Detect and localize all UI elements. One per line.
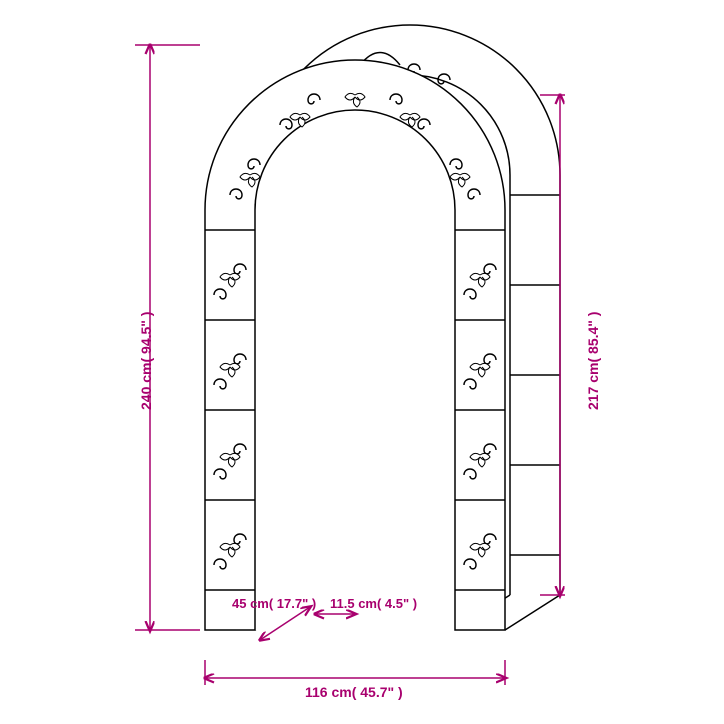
diagram-canvas: 240 cm( 94.5" ) 217 cm( 85.4" ) 116 cm( …: [0, 0, 724, 724]
dim-width-total: 116 cm( 45.7" ): [305, 684, 403, 700]
dim-height-total: 240 cm( 94.5" ): [138, 312, 154, 410]
dim-depth: 45 cm( 17.7" ): [232, 596, 316, 611]
dim-gap: 11.5 cm( 4.5" ): [330, 596, 417, 611]
dim-height-inner: 217 cm( 85.4" ): [585, 312, 601, 410]
arch-front: [205, 60, 505, 630]
diagram-svg: [0, 0, 724, 724]
